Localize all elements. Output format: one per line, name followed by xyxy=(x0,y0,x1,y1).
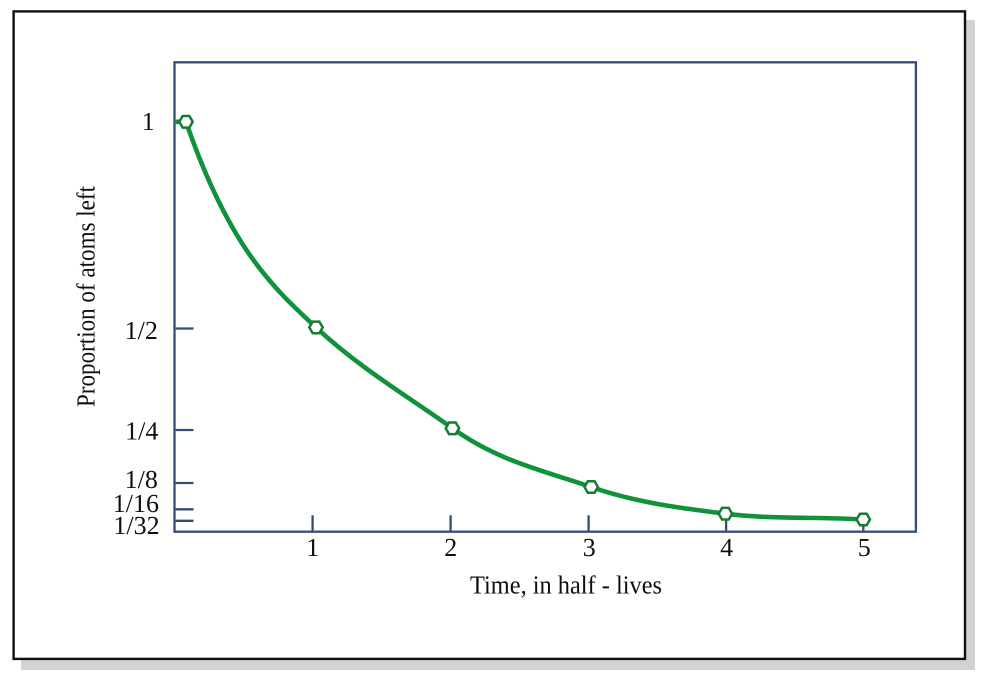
svg-text:1/4: 1/4 xyxy=(125,417,158,446)
svg-text:2: 2 xyxy=(444,533,457,562)
svg-text:1/8: 1/8 xyxy=(125,465,158,494)
svg-text:5: 5 xyxy=(858,533,871,562)
svg-text:1/16: 1/16 xyxy=(113,489,159,518)
svg-text:Proportion of atoms left: Proportion of atoms left xyxy=(71,185,100,407)
svg-text:1/32: 1/32 xyxy=(113,511,159,540)
svg-text:1: 1 xyxy=(142,107,155,136)
svg-text:3: 3 xyxy=(583,533,596,562)
svg-text:1/2: 1/2 xyxy=(125,316,158,345)
svg-text:Time, in half - lives: Time, in half - lives xyxy=(470,571,662,600)
svg-text:4: 4 xyxy=(720,533,733,562)
svg-text:1: 1 xyxy=(306,533,319,562)
